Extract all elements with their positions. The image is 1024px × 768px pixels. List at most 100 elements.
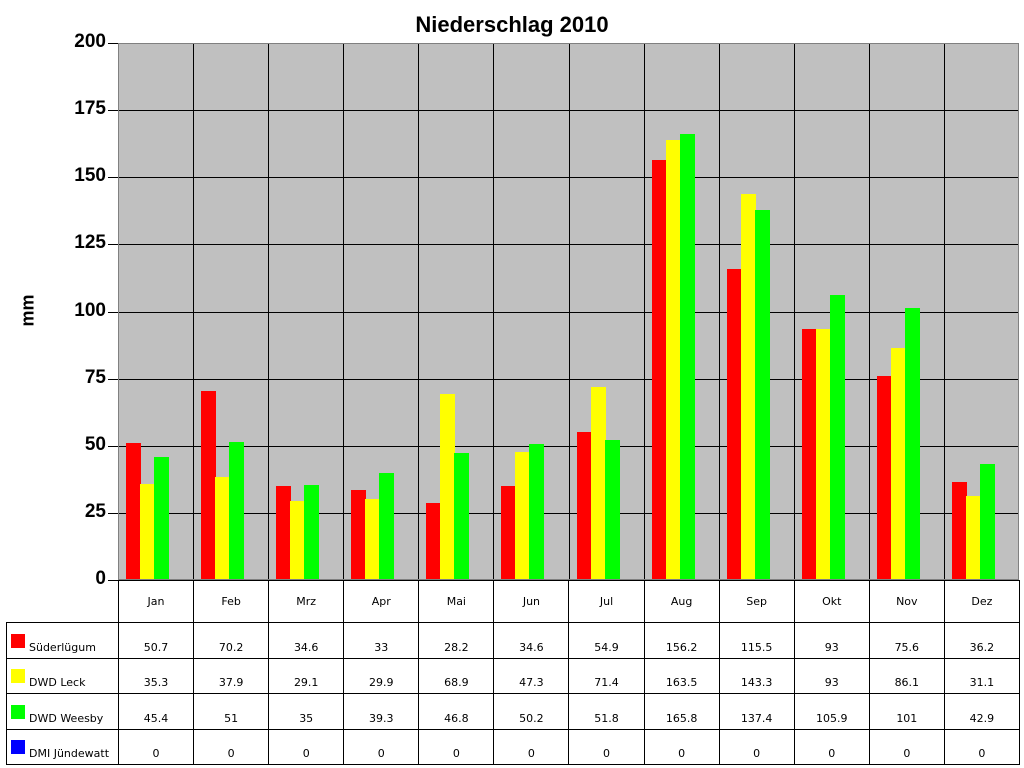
category-label: Okt (793, 580, 870, 623)
bar-s-derl-gum-sep (726, 268, 742, 579)
table-cell: 0 (343, 729, 420, 765)
table-cell: 156.2 (643, 622, 720, 659)
bar-dwd-leck-jul (590, 387, 606, 579)
table-cell: 70.2 (193, 622, 270, 659)
table-cell: 0 (943, 729, 1020, 765)
table-cell: 0 (568, 729, 645, 765)
y-tick-label: 0 (95, 568, 106, 589)
y-tick-label: 200 (74, 31, 106, 52)
gridline (119, 378, 1018, 380)
table-cell: 86.1 (868, 658, 945, 694)
table-cell: 36.2 (943, 622, 1020, 659)
table-cell: 0 (718, 729, 795, 765)
plot-area (118, 43, 1019, 580)
category-label: Jul (568, 580, 645, 623)
bar-s-derl-gum-dez (951, 481, 967, 579)
y-tick-label: 125 (74, 232, 106, 254)
table-row: DMI Jündewatt 0 0 0 0 0 0 0 0 0 0 0 0 (6, 729, 1020, 765)
y-tick-label: 150 (74, 165, 106, 187)
table-cell: 105.9 (793, 693, 870, 730)
table-cell: 47.3 (493, 658, 570, 694)
gridline (119, 177, 1018, 179)
table-cell: 28.2 (418, 622, 495, 659)
category-label: Jan (117, 580, 195, 623)
gridline (869, 44, 870, 579)
table-cell: 75.6 (868, 622, 945, 659)
table-cell: 34.6 (493, 622, 570, 659)
table-cell: 46.8 (418, 693, 495, 730)
table-cell: 45.4 (117, 693, 195, 730)
bar-dwd-weesby-aug (679, 133, 695, 579)
table-cell: 137.4 (718, 693, 795, 730)
y-tick-mark (108, 43, 118, 44)
y-tick-mark (108, 378, 118, 380)
legend-label: DWD Weesby (29, 712, 104, 725)
data-table: Jan Feb Mrz Apr Mai Jun Jul Aug Sep Okt Nov Dez Süde… (6, 580, 1020, 765)
y-tick-label: 75 (84, 366, 106, 388)
y-tick-mark (108, 244, 118, 246)
y-tick-label: 100 (74, 299, 106, 321)
table-row: DWD Weesby 45.4 51 35 39.3 46.8 50.2 51.8 165.8 1… (6, 693, 1020, 730)
table-cell: 93 (793, 622, 870, 659)
legend-entry: Süderlügum (6, 622, 119, 659)
legend-swatch-icon (11, 634, 25, 648)
bar-dwd-weesby-mrz (304, 485, 320, 579)
gridline (418, 44, 419, 579)
category-label: Aug (643, 580, 720, 623)
y-tick-label: 25 (84, 500, 106, 522)
table-cell: 39.3 (343, 693, 420, 730)
legend-entry: DMI Jündewatt (6, 729, 119, 765)
category-label: Jun (493, 580, 570, 623)
table-row: Süderlügum 50.7 70.2 34.6 33 28.2 34.6 54.9 156.… (6, 622, 1020, 659)
gridline (119, 311, 1018, 313)
category-label: Mai (418, 580, 495, 623)
bar-dwd-weesby-dez (979, 463, 995, 579)
bar-dwd-leck-jan (140, 484, 155, 579)
bar-dwd-weesby-jun (529, 444, 545, 579)
bar-dwd-weesby-feb (229, 442, 245, 579)
table-cell: 35.3 (117, 658, 195, 694)
gridline (493, 44, 494, 579)
bar-dwd-leck-apr (365, 498, 381, 579)
legend-label: DMI Jündewatt (29, 747, 110, 760)
gridline (193, 44, 194, 579)
legend-entry: DWD Leck (6, 658, 119, 694)
gridline (119, 445, 1018, 447)
table-cell: 42.9 (943, 693, 1020, 730)
bar-s-derl-gum-feb (201, 390, 217, 579)
y-tick-mark (108, 311, 118, 313)
table-cell: 163.5 (643, 658, 720, 694)
table-cell: 51 (193, 693, 270, 730)
table-cell: 35 (268, 693, 345, 730)
gridline (569, 44, 570, 579)
table-cell: 143.3 (718, 658, 795, 694)
table-cell: 0 (868, 729, 945, 765)
table-cell: 0 (793, 729, 870, 765)
gridline (119, 110, 1018, 112)
bar-dwd-weesby-nov (904, 307, 920, 579)
bar-dwd-weesby-jul (604, 439, 620, 579)
gridline (343, 44, 344, 579)
bar-dwd-leck-aug (665, 140, 681, 579)
gridline (719, 44, 720, 579)
table-cell: 51.8 (568, 693, 645, 730)
table-corner (6, 580, 119, 623)
legend-swatch-icon (11, 740, 25, 754)
table-cell: 0 (643, 729, 720, 765)
y-tick-mark (108, 110, 118, 112)
bar-s-derl-gum-jul (576, 431, 592, 579)
chart-title: Niederschlag 2010 (415, 12, 609, 37)
table-cell: 93 (793, 658, 870, 694)
bar-s-derl-gum-aug (651, 159, 667, 579)
bar-s-derl-gum-nov (876, 376, 892, 579)
category-label: Feb (193, 580, 270, 623)
category-label: Nov (868, 580, 945, 623)
table-cell: 68.9 (418, 658, 495, 694)
category-label: Apr (343, 580, 420, 623)
y-tick-mark (108, 512, 118, 514)
legend-label: DWD Leck (29, 676, 86, 689)
table-cell: 0 (117, 729, 195, 765)
table-cell: 34.6 (268, 622, 345, 659)
table-cell: 50.2 (493, 693, 570, 730)
bar-dwd-weesby-apr (379, 473, 395, 579)
